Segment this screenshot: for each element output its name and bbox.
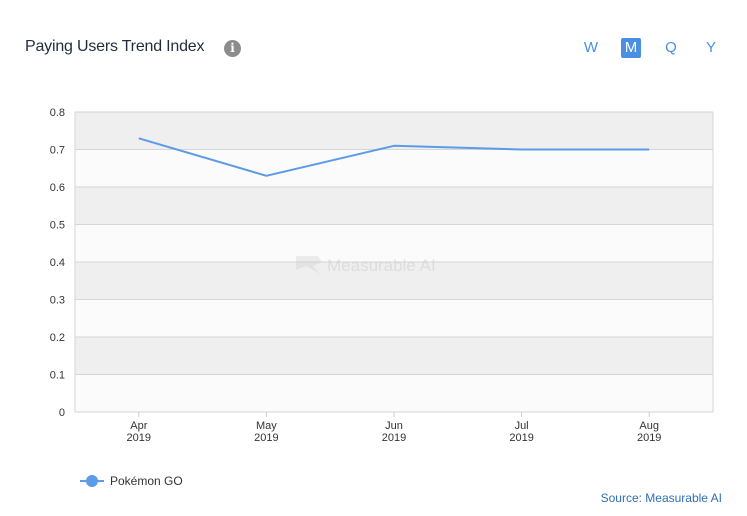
period-tabs: W M Q Y <box>0 38 747 58</box>
watermark-logo-icon <box>296 256 322 274</box>
x-tick-label: Jun 2019 <box>382 420 406 444</box>
x-tick-label: Apr 2019 <box>127 420 151 444</box>
plot-band <box>75 299 713 337</box>
plot-band <box>75 112 713 150</box>
y-tick-label: 0.4 <box>50 257 65 269</box>
plot-band <box>75 187 713 225</box>
series-line-pokemon-go <box>138 137 650 177</box>
plot-band <box>75 374 713 412</box>
tab-year[interactable]: Y <box>705 39 716 56</box>
y-tick-label: 0.5 <box>50 220 65 232</box>
chart-title: Paying Users Trend Index <box>25 38 205 55</box>
tab-quarter[interactable]: Q <box>665 39 677 56</box>
data-point[interactable] <box>518 146 526 154</box>
plot-band <box>75 224 713 262</box>
info-icon[interactable]: i <box>224 40 241 57</box>
y-tick-label: 0.3 <box>50 295 65 307</box>
y-tick-label: 0.2 <box>50 332 65 344</box>
tab-month[interactable]: M <box>621 38 641 58</box>
data-point[interactable] <box>390 142 398 150</box>
watermark-text: Measurable AI <box>327 256 436 275</box>
x-tick-label: Jul 2019 <box>509 420 533 444</box>
y-tick-label: 0.8 <box>50 107 65 119</box>
data-point[interactable] <box>262 172 270 180</box>
y-tick-label: 0 <box>59 407 65 419</box>
y-tick-label: 0.6 <box>50 182 65 194</box>
legend-label: Pokémon GO <box>110 474 183 488</box>
tab-week[interactable]: W <box>583 39 599 56</box>
plot-band <box>75 262 713 300</box>
legend-symbol-icon <box>80 475 104 487</box>
y-tick-label: 0.7 <box>50 145 65 157</box>
y-tick-label: 0.1 <box>50 370 65 382</box>
data-point[interactable] <box>135 134 143 142</box>
x-tick-label: May 2019 <box>254 420 278 444</box>
x-tick-label: Aug 2019 <box>637 420 661 444</box>
data-point[interactable] <box>645 146 653 154</box>
legend-item-pokemon-go[interactable]: Pokémon GO <box>80 473 183 489</box>
source-label: Source: Measurable AI <box>600 491 722 505</box>
plot-band <box>75 337 713 375</box>
watermark: Measurable AI <box>296 256 436 275</box>
plot-band <box>75 149 713 187</box>
